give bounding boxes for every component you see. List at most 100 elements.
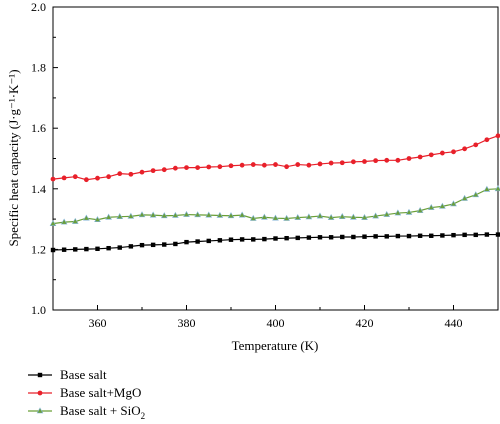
data-point [284, 164, 290, 170]
data-point [238, 211, 246, 218]
data-point [462, 146, 468, 152]
data-point [83, 177, 89, 183]
data-point [61, 247, 67, 252]
data-point [427, 203, 435, 210]
plot-frame [52, 6, 499, 311]
data-point [395, 157, 401, 163]
data-point [306, 162, 312, 168]
legend-label: Base salt + SiO2 [60, 403, 145, 421]
data-point [105, 213, 112, 220]
data-point [417, 154, 423, 160]
data-point [350, 159, 356, 165]
data-point [328, 160, 334, 166]
data-point [239, 237, 245, 242]
series-0 [50, 232, 500, 253]
x-tick-label: 360 [89, 316, 107, 330]
data-point [172, 211, 179, 218]
data-point [84, 246, 89, 252]
data-point [128, 171, 134, 177]
data-point [139, 169, 145, 175]
data-point [172, 165, 178, 171]
data-point [317, 235, 323, 240]
data-point [160, 212, 168, 219]
legend-label-main: Base salt+MgO [60, 385, 141, 400]
data-point [317, 161, 323, 167]
data-point [295, 235, 300, 241]
data-point [162, 242, 167, 247]
y-tick-label: 1.8 [31, 61, 46, 75]
data-point [406, 156, 412, 161]
data-point [250, 162, 256, 167]
data-point [450, 200, 457, 207]
data-point [149, 211, 157, 218]
data-point [340, 234, 345, 240]
x-tick-label: 400 [267, 316, 285, 330]
y-tick-label: 2.0 [31, 0, 46, 14]
data-point [439, 150, 445, 156]
legend-swatch-marker [37, 390, 43, 396]
data-point [484, 137, 490, 143]
data-point [139, 242, 145, 248]
data-point [406, 233, 412, 239]
data-point [261, 213, 268, 220]
data-point [262, 236, 267, 242]
data-point [195, 239, 200, 244]
data-point [150, 242, 156, 248]
data-point [384, 157, 390, 163]
data-point [339, 160, 345, 166]
data-point [128, 244, 134, 249]
data-point [316, 212, 324, 219]
y-tick-label: 1.6 [31, 121, 46, 135]
data-point [261, 162, 267, 168]
data-point [295, 162, 301, 167]
data-point [494, 185, 500, 192]
data-point [195, 165, 201, 170]
data-point [472, 191, 480, 198]
legend-item: Base salt + SiO2 [28, 403, 145, 421]
series-1 [50, 133, 500, 183]
data-point [117, 245, 122, 250]
data-point [227, 212, 235, 219]
data-point [50, 247, 56, 253]
y-axis-title: Specific heat capacity (J·g⁻¹·K⁻¹) [6, 69, 21, 246]
data-point [173, 241, 178, 247]
data-point [484, 232, 490, 237]
data-point [138, 211, 146, 218]
plot-area [52, 6, 499, 311]
data-point [94, 216, 101, 223]
legend: Base salt Base salt+MgO Base salt + SiO2 [28, 367, 145, 421]
data-point [228, 163, 234, 169]
data-point [372, 212, 379, 219]
data-point [417, 233, 423, 238]
data-point [351, 234, 356, 240]
data-point [273, 162, 278, 167]
legend-swatch-marker [36, 407, 44, 414]
data-point [106, 245, 111, 251]
data-point [327, 213, 335, 220]
data-point [73, 247, 78, 252]
legend-label-subscript: 2 [141, 411, 146, 421]
data-point [373, 158, 379, 164]
data-point [439, 202, 446, 209]
data-point [206, 238, 211, 244]
data-point [206, 164, 212, 170]
data-point [239, 162, 245, 168]
data-point [71, 217, 79, 224]
data-point [106, 174, 112, 180]
x-axis: 360 380 400 420 440 [52, 305, 499, 330]
data-point [273, 236, 278, 241]
data-point [473, 232, 478, 238]
data-point [228, 237, 234, 242]
x-tick-label: 380 [178, 316, 196, 330]
data-point [294, 213, 302, 220]
x-axis-title: Temperature (K) [232, 338, 319, 353]
x-tick-label: 420 [356, 316, 374, 330]
data-point [216, 211, 224, 218]
data-point [205, 211, 213, 218]
y-tick-label: 1.0 [31, 303, 46, 317]
data-point [305, 213, 313, 220]
data-point [405, 208, 413, 215]
data-point [384, 234, 389, 239]
data-point [95, 246, 100, 251]
data-point [383, 210, 391, 217]
